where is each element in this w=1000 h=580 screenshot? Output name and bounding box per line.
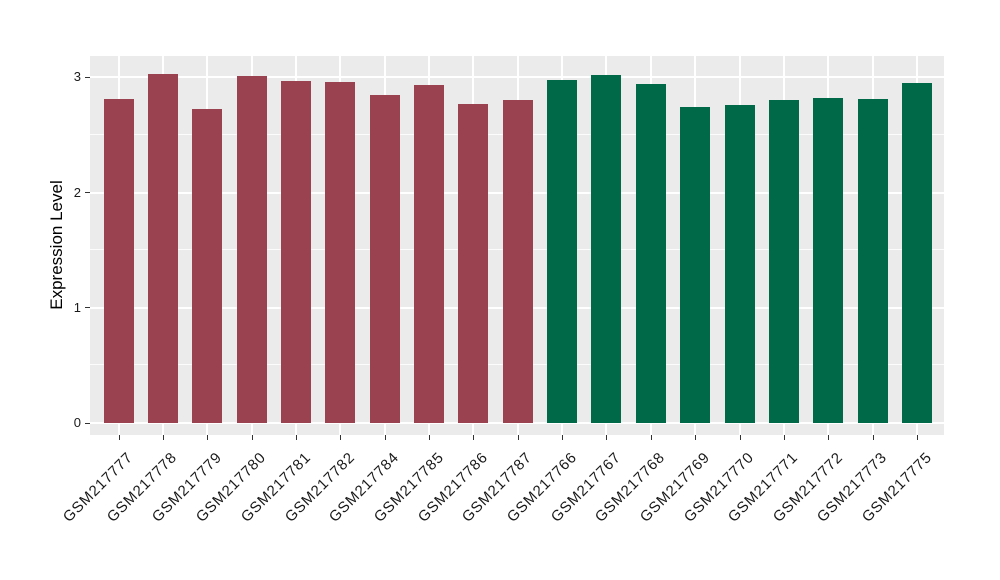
x-axis-tick [340,435,342,440]
bar [147,74,178,423]
x-axis-tick [562,435,564,440]
plot-panel [90,56,944,435]
y-tick-label: 0 [73,415,81,430]
bar [280,81,311,423]
x-axis-tick [251,435,253,440]
y-axis-tick [85,192,90,194]
bar [502,100,533,423]
bar [857,99,888,423]
bar [458,104,489,423]
y-axis-tick [85,422,90,424]
x-axis-tick [872,435,874,440]
x-axis-tick [828,435,830,440]
bar [724,105,755,423]
x-axis-tick [783,435,785,440]
y-axis-tick [85,76,90,78]
x-axis-tick [295,435,297,440]
bar [103,99,134,423]
bar [591,75,622,423]
y-tick-label: 3 [73,69,81,85]
x-axis-tick [207,435,209,440]
bar [325,82,356,423]
bar [901,83,932,423]
x-axis-tick [162,435,164,440]
bar [236,76,267,423]
bar [414,85,445,423]
x-axis-tick [118,435,120,440]
bar [813,98,844,423]
x-axis-tick [606,435,608,440]
x-axis-tick [650,435,652,440]
x-axis-tick [695,435,697,440]
bar [547,80,578,423]
x-axis-tick [429,435,431,440]
y-axis-tick [85,307,90,309]
x-axis-tick [916,435,918,440]
y-tick-label: 2 [73,184,81,200]
gridline-major [90,76,944,79]
bar [192,109,223,423]
bar [635,84,666,423]
x-axis-tick [739,435,741,440]
x-axis-tick [473,435,475,440]
gridline-major [90,422,944,424]
bar [369,95,400,423]
x-axis-tick [384,435,386,440]
x-axis-tick [517,435,519,440]
y-tick-label: 1 [73,299,81,315]
bar [680,107,711,423]
bar [768,100,799,423]
